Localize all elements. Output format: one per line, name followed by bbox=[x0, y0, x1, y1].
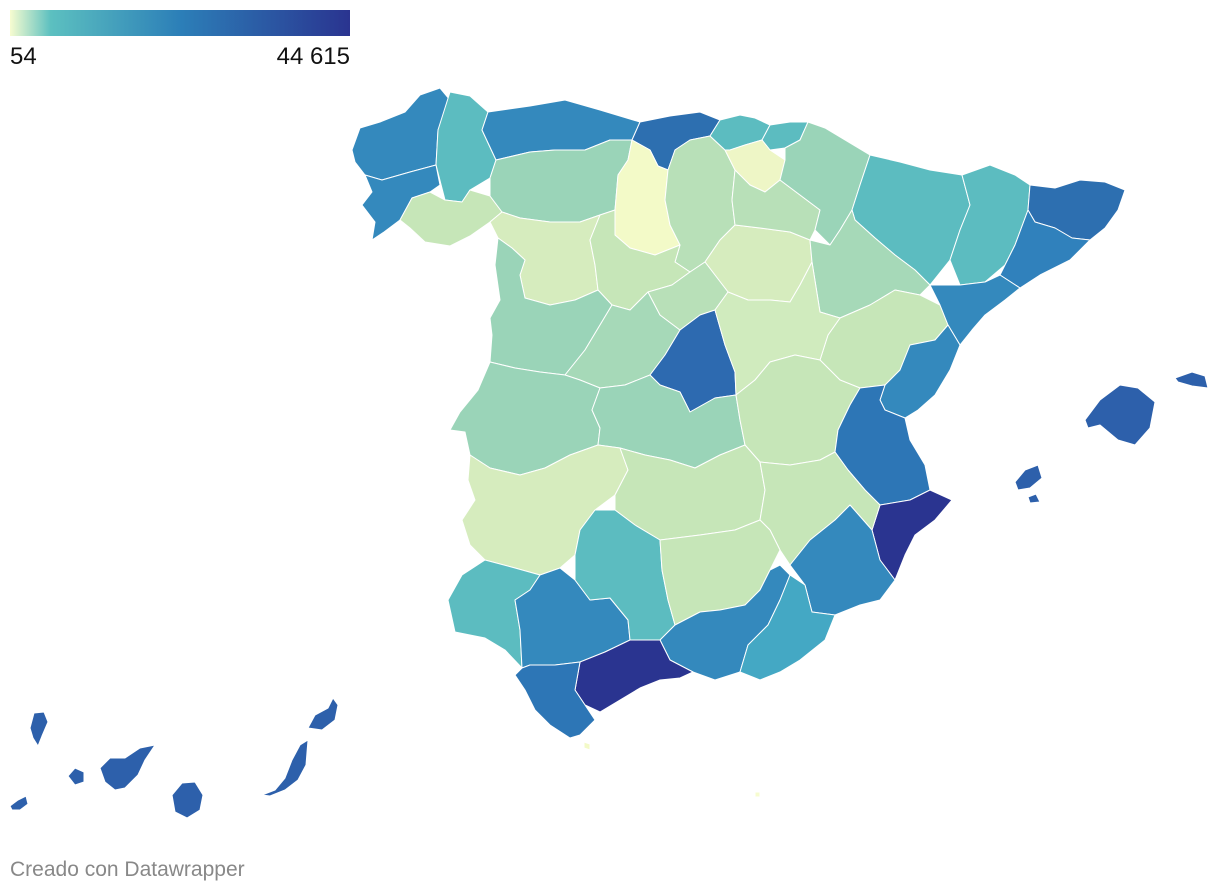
attribution-text: Creado con Datawrapper bbox=[10, 858, 245, 881]
legend-min-label: 54 bbox=[10, 43, 37, 70]
region-formentera[interactable] bbox=[1027, 493, 1041, 504]
region-la-palma[interactable] bbox=[29, 711, 49, 747]
region-almeria[interactable] bbox=[739, 574, 836, 681]
region-tarragona[interactable] bbox=[929, 274, 1021, 346]
legend-gradient-bar bbox=[10, 10, 350, 36]
region-barcelona[interactable] bbox=[999, 209, 1091, 289]
region-el-hierro[interactable] bbox=[9, 795, 29, 811]
color-legend: 54 44 615 bbox=[10, 10, 350, 71]
region-mallorca[interactable] bbox=[1084, 384, 1156, 446]
region-gran-canaria[interactable] bbox=[171, 781, 204, 819]
region-ibiza[interactable] bbox=[1014, 464, 1043, 491]
region-fuerteventura[interactable] bbox=[261, 739, 309, 797]
legend-max-label: 44 615 bbox=[276, 43, 350, 70]
region-cadiz[interactable] bbox=[514, 661, 596, 739]
region-lugo[interactable] bbox=[435, 91, 497, 203]
region-guadalajara[interactable] bbox=[714, 261, 841, 396]
region-la-gomera[interactable] bbox=[67, 767, 85, 786]
region-tenerife[interactable] bbox=[99, 744, 156, 791]
region-ceuta[interactable] bbox=[583, 741, 591, 751]
region-menorca[interactable] bbox=[1174, 371, 1209, 389]
region-malaga[interactable] bbox=[574, 639, 694, 713]
region-melilla[interactable] bbox=[754, 791, 761, 798]
region-lanzarote[interactable] bbox=[307, 697, 339, 731]
